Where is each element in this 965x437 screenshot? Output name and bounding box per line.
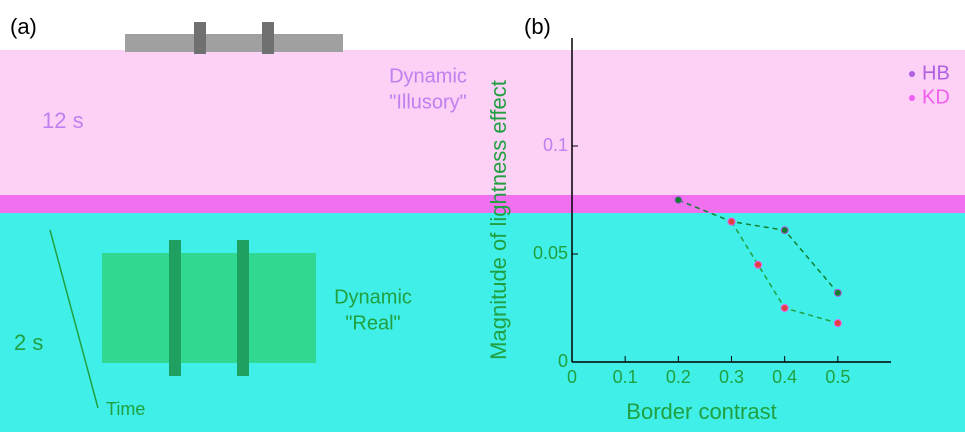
caption: "Illusory": [389, 91, 467, 113]
caption: "Real": [345, 312, 400, 334]
duration: 2 s: [14, 330, 43, 355]
point: [780, 226, 789, 235]
panel-label: (a): [10, 14, 37, 39]
x-tick-label: 0: [567, 367, 577, 387]
x-tick-label: 0.2: [666, 367, 691, 387]
legend-marker: [909, 71, 915, 77]
panel-label: (b): [524, 14, 551, 39]
time-arrow: [49, 229, 99, 409]
bar-bottom: [237, 240, 249, 376]
stimulus-bottom: [102, 253, 316, 363]
point: [833, 288, 842, 297]
legend-label: HB: [922, 62, 950, 84]
series-line: [730, 221, 839, 324]
x-tick-label: 0.4: [772, 367, 797, 387]
y-axis-label: Magnitude of lightness effect: [486, 80, 511, 360]
x-axis-label: Border contrast: [626, 399, 776, 424]
point: [780, 304, 789, 312]
point: [833, 319, 842, 328]
bar-bottom: [169, 240, 181, 376]
legend-marker: [909, 95, 915, 101]
caption: Dynamic: [334, 286, 412, 308]
x-tick-label: 0.5: [825, 367, 850, 387]
stimulus-top: [125, 34, 343, 52]
caption: Dynamic: [389, 65, 467, 87]
axis-label: Time: [106, 399, 145, 419]
legend-label: KD: [922, 86, 950, 108]
magenta-strip: [0, 195, 965, 213]
point: [754, 260, 763, 269]
y-tick-label: 0.1: [543, 135, 568, 155]
series-line: [678, 199, 839, 294]
x-tick-label: 0.3: [719, 367, 744, 387]
point: [674, 196, 683, 204]
duration: 12 s: [42, 108, 84, 133]
pink-band: [0, 50, 965, 195]
bar-top: [262, 22, 274, 54]
point: [727, 217, 736, 226]
y-tick-label: 0.05: [533, 243, 568, 263]
y-tick-label: 0: [558, 351, 568, 371]
bar-top: [194, 22, 206, 54]
x-tick-label: 0.1: [613, 367, 638, 387]
